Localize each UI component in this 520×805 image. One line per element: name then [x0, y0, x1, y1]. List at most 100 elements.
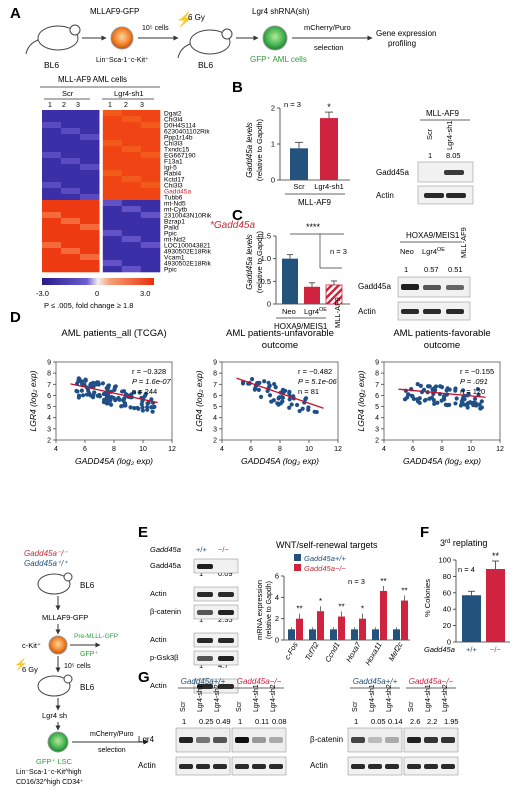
legend-wt: Gadd45a+/+: [304, 554, 346, 563]
rep-label: 3: [140, 102, 144, 109]
blot-quant: 4.7: [218, 661, 228, 670]
heatmap-cell: [61, 182, 81, 189]
panel-g-letter: G: [138, 669, 150, 686]
heatmap-cell: [80, 194, 100, 201]
heatmap-cell: [121, 122, 142, 129]
x-tick-label: Lgr4-sh1: [314, 182, 344, 191]
heatmap-cell: [80, 164, 100, 171]
heatmap-cell: [121, 224, 142, 231]
scatter-point: [91, 392, 96, 397]
heatmap-cell: [140, 194, 161, 201]
f-geno-label: Gadd45a: [424, 645, 455, 654]
y-tick-label: 5: [47, 404, 51, 411]
gene-label: Palld: [164, 225, 179, 232]
x-tick-label: Tcf7l2: [303, 640, 321, 662]
heatmap-cell: [140, 218, 161, 225]
blot-band: [423, 285, 441, 290]
y-tick-label: 3: [375, 426, 379, 433]
heatmap-cell: [121, 206, 142, 213]
blot-b-row: Actin: [376, 191, 394, 200]
gene-label: D0H4S114: [164, 123, 196, 130]
scatter-point: [256, 387, 261, 392]
bar: [401, 600, 408, 640]
rep-label: 2: [62, 102, 66, 109]
scatter-point: [140, 408, 145, 413]
gene-label: 4930502E18Rik: [164, 249, 212, 256]
heatmap-cell: [80, 176, 100, 183]
geno-wt-label: Gadd45a⁺/⁺: [24, 559, 68, 568]
scatter-point: [461, 388, 466, 393]
x-tick-label: 4: [54, 446, 58, 453]
y-tick-label: 2: [47, 438, 51, 445]
heatmap-cell: [121, 164, 142, 171]
blot-c-lane: Lgr4OE: [422, 247, 445, 256]
heatmap-cell: [121, 248, 142, 255]
cells-e-label: 10⁵ cells: [64, 663, 91, 670]
heatmap-cell: [61, 242, 81, 249]
scatter-point: [271, 398, 276, 403]
gene-label: mt-Nd2: [164, 237, 186, 244]
legend-tick: 3.0: [140, 289, 150, 298]
g-lane-label: Scr: [180, 701, 187, 712]
heatmap-cell: [121, 254, 142, 261]
blot-strip: [417, 185, 474, 205]
y-tick-label: 5: [375, 404, 379, 411]
chart-b: 0 1 2 Scr Lgr4-sh1 *: [271, 102, 350, 191]
sig-label: **: [401, 587, 407, 596]
heatmap-cell: [42, 128, 62, 135]
scatter-point: [267, 393, 273, 398]
f-cat: −/−: [490, 645, 501, 654]
scatter-point: [300, 406, 305, 411]
blot-row-label: Gadd45a: [150, 561, 182, 570]
blot-band: [351, 764, 365, 769]
scatter-point: [79, 388, 84, 393]
gene-label: Tubb6: [164, 195, 183, 202]
stat-n: n = 120: [460, 387, 485, 396]
blot-strip: [193, 604, 239, 620]
scatter-point: [475, 386, 481, 392]
gene-label: Igl-5: [164, 165, 177, 172]
x-tick-label: 10: [467, 446, 475, 453]
heatmap-cell: [121, 152, 142, 159]
gene-label: mt-Cytb: [164, 207, 187, 214]
heatmap-cell: [61, 224, 81, 231]
scatter-point: [74, 388, 79, 394]
heatmap-cell: [42, 122, 62, 129]
scatter-point: [265, 388, 270, 394]
heatmap-cell: [121, 176, 142, 183]
scatter-point: [418, 383, 423, 388]
stat-n: n = 244: [132, 387, 157, 396]
bar: [351, 629, 358, 640]
scatter-point: [458, 403, 464, 408]
scatter-point: [128, 405, 133, 410]
workflow-e: Gadd45a⁻/⁻ Gadd45a⁺/⁺ BL6 MLLAF9-GFP c-K…: [14, 549, 149, 786]
x-tick-label: 10: [305, 446, 313, 453]
legend-ko: Gadd45a−/−: [304, 564, 346, 573]
heatmap-cell: [61, 188, 81, 195]
scatter-point: [106, 383, 112, 388]
blot-band: [368, 764, 382, 769]
heatmap-cell: [42, 170, 62, 177]
scatter-point: [462, 396, 467, 402]
gene-label: Dgat2: [164, 111, 182, 118]
c-cat-label: Neo: [282, 307, 296, 316]
heatmap-cell: [61, 230, 81, 237]
heatmap-cell: [42, 194, 62, 201]
g-quant: 0.05: [371, 717, 386, 726]
heatmap-cell: [121, 236, 142, 243]
blot-band: [235, 737, 249, 743]
bar: [304, 286, 320, 304]
heatmap-cell: [140, 140, 161, 147]
heatmap-cell: [102, 164, 123, 171]
gene-label: Chi3l3: [164, 183, 183, 190]
blot-band: [446, 193, 466, 198]
gene-label: Ppic: [164, 231, 178, 238]
scatter-point: [80, 393, 86, 398]
bar: [290, 148, 308, 180]
x-tick-label: 4: [382, 446, 386, 453]
blot-quant: 1: [199, 615, 203, 624]
y-tick-label: 100: [438, 556, 451, 565]
bar: [330, 629, 337, 640]
blot-band: [197, 656, 213, 661]
